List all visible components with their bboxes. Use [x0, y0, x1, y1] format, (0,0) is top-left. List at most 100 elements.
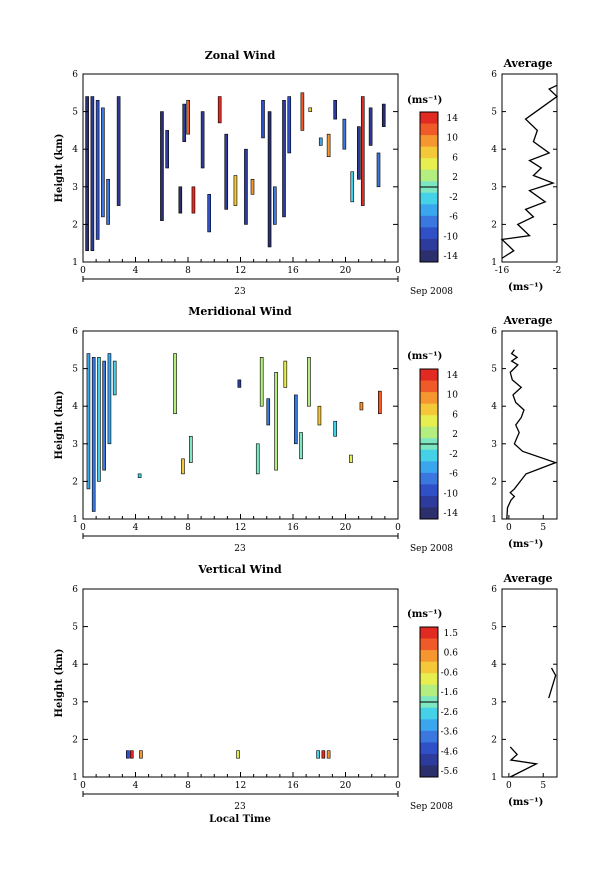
vertical-avg-title: Average	[502, 572, 552, 585]
zonal-data-cell	[342, 118, 347, 150]
zonal-colorbar-tick-label: -6	[449, 213, 458, 223]
meridional-colorbar-segment	[420, 461, 438, 474]
meridional-data-cell	[102, 360, 106, 471]
zonal-data-cell	[90, 96, 95, 252]
meridional-colorbar-segment	[420, 495, 438, 508]
zonal-title: Zonal Wind	[205, 49, 276, 62]
meridional-x-tick-label: 8	[185, 523, 191, 533]
zonal-data-cell	[217, 96, 222, 124]
meridional-x-tick-label: 16	[287, 523, 299, 533]
zonal-cbar-unit: (ms⁻¹)	[407, 95, 442, 106]
meridional-data-cell	[107, 353, 112, 445]
meridional-avg-y-tick-label: 2	[491, 477, 497, 487]
meridional-avg-y-tick-label: 4	[491, 402, 497, 412]
vertical-avg-profile-line	[509, 746, 539, 778]
vertical-x-tick-label: 20	[340, 781, 352, 791]
zonal-data-cell	[350, 171, 355, 203]
zonal-avg-y-tick-label: 3	[491, 183, 497, 193]
zonal-y-tick-label: 4	[72, 145, 78, 155]
zonal-colorbar-segment	[420, 250, 438, 263]
zonal-x-tick-label: 8	[185, 266, 191, 276]
vertical-colorbar-segment	[420, 673, 438, 686]
zonal-colorbar-tick-label: 6	[452, 153, 458, 163]
meridional-plot-frame	[82, 330, 399, 520]
meridional-colorbar-tick-label: -6	[449, 470, 458, 480]
meridional-colorbar-tick-label: 14	[447, 371, 459, 381]
vertical-colorbar-segment	[420, 730, 438, 743]
meridional-data-cell	[91, 357, 96, 512]
meridional-colorbar-tick-label: -14	[444, 509, 459, 519]
zonal-y-tick-label: 3	[72, 183, 78, 193]
zonal-colorbar-tick-label: -10	[444, 232, 459, 242]
zonal-colorbar-segment	[420, 238, 438, 251]
zonal-plot-frame	[82, 73, 399, 263]
zonal-colorbar-segment	[420, 112, 438, 125]
zonal-data-cell	[368, 107, 373, 146]
meridional-x-tick-label: 4	[133, 523, 139, 533]
vertical-avg-y-tick-label: 2	[491, 735, 497, 745]
vertical-colorbar-segment	[420, 707, 438, 720]
vertical-avg-y-tick-label: 3	[491, 698, 497, 708]
vertical-avg-y-tick-label: 4	[491, 660, 497, 670]
vertical-colorbar-segment	[420, 684, 438, 697]
meridional-y-tick-label: 6	[72, 327, 78, 337]
vertical-y-tick-label: 1	[72, 773, 78, 783]
meridional-y-tick-label: 5	[72, 365, 78, 375]
meridional-data-cell	[349, 454, 353, 463]
meridional-data-cell	[97, 357, 101, 482]
zonal-y-tick-label: 2	[72, 220, 78, 230]
meridional-colorbar-tick-label: 10	[447, 391, 459, 401]
zonal-x-tick-label: 16	[287, 266, 299, 276]
vertical-x-tick-label: 8	[185, 781, 191, 791]
vertical-colorbar-segment	[420, 650, 438, 663]
vertical-data-cell	[236, 750, 240, 759]
zonal-day-label: 23	[234, 287, 246, 297]
zonal-colorbar-segment	[420, 169, 438, 182]
zonal-x-tick-label: 12	[235, 266, 246, 276]
meridional-data-cell	[333, 420, 337, 437]
meridional-avg-y-tick-label: 6	[491, 327, 497, 337]
zonal-colorbar-segment	[420, 227, 438, 240]
vertical-date-label: Sep 2008	[410, 802, 453, 812]
meridional-colorbar-segment	[420, 369, 438, 382]
meridional-x-tick-label: 0	[395, 523, 401, 533]
meridional-data-cell	[283, 360, 288, 388]
vertical-colorbar-tick-label: -1.6	[441, 688, 459, 698]
vertical-colorbar-tick-label: -3.6	[441, 728, 459, 738]
meridional-y-tick-label: 1	[72, 515, 78, 525]
zonal-colorbar-tick-label: 10	[447, 134, 459, 144]
vertical-colorbar-tick-label: -0.6	[441, 668, 459, 678]
vertical-y-tick-label: 5	[72, 623, 78, 633]
meridional-data-cell	[237, 379, 242, 388]
vertical-colorbar-segment	[420, 627, 438, 640]
vertical-x-tick-label: 12	[235, 781, 246, 791]
panel-vertical: Vertical Wind Average (ms⁻¹) (ms⁻¹) 23 S…	[54, 563, 558, 825]
vertical-data-cell	[326, 750, 331, 759]
meridional-colorbar-segment	[420, 415, 438, 428]
meridional-colorbar-segment	[420, 392, 438, 405]
vertical-colorbar-segment	[420, 638, 438, 651]
vertical-y-tick-label: 2	[72, 735, 78, 745]
meridional-x-tick-label: 0	[80, 523, 86, 533]
vertical-avg-frame	[501, 588, 558, 778]
zonal-data-cell	[178, 186, 183, 214]
vertical-data-cell	[321, 750, 326, 759]
meridional-data-cell	[378, 390, 382, 415]
vertical-colorbar-segment	[420, 742, 438, 755]
panel-zonal: Zonal Wind Average (ms⁻¹) (ms⁻¹) 23 Sep …	[54, 49, 561, 297]
vertical-title: Vertical Wind	[197, 563, 282, 576]
zonal-data-cell	[300, 92, 305, 131]
vertical-x-tick-label: 0	[80, 781, 86, 791]
meridional-data-cell	[255, 443, 260, 475]
meridional-data-cell	[317, 405, 322, 426]
zonal-data-cell	[191, 186, 196, 214]
zonal-data-cell	[85, 96, 89, 252]
meridional-avg-xlabel: (ms⁻¹)	[508, 539, 543, 550]
vertical-colorbar-tick-label: -5.6	[441, 767, 459, 777]
zonal-data-cell	[116, 96, 121, 206]
zonal-colorbar-segment	[420, 204, 438, 217]
meridional-data-cell	[259, 357, 264, 407]
zonal-data-cell	[287, 96, 292, 154]
zonal-y-tick-label: 1	[72, 258, 78, 268]
vertical-avg-x-tick-label: 0	[506, 781, 512, 791]
